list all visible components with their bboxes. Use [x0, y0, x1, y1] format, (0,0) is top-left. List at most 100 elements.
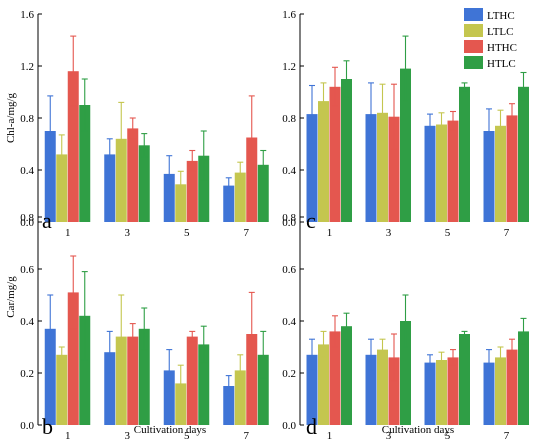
- x-tick-label: 5: [445, 430, 451, 440]
- bar-lthc: [104, 352, 116, 425]
- bar-htlc: [400, 68, 411, 222]
- bar-lthc: [163, 370, 175, 425]
- x-axis-title: Cultivation days: [134, 424, 206, 436]
- bar-htlc: [459, 334, 470, 425]
- bar-hthc: [67, 292, 79, 425]
- bar-htlc: [138, 328, 150, 425]
- bar-ltlc: [377, 112, 388, 222]
- y-tick-label: 1.6: [20, 9, 34, 21]
- bar-hthc: [329, 331, 341, 425]
- y-tick-label: 0.6: [282, 264, 296, 276]
- y-axis-title: Car/mg/g: [5, 276, 17, 318]
- bar-htlc: [257, 164, 269, 222]
- y-tick-label: 0.0: [20, 217, 34, 229]
- panel-b: 0.0 0.2 0.4 0.6 0.8 1 3 5 7 b Car/mg/g Cultivation …: [5, 212, 269, 442]
- bar-lthc: [424, 125, 436, 222]
- x-tick-label: 5: [184, 430, 190, 440]
- bar-lthc: [223, 185, 235, 222]
- bar-lthc: [44, 328, 56, 425]
- y-tick-label: 0.8: [20, 113, 34, 125]
- x-tick-label: 3: [125, 227, 131, 239]
- x-tick-label: 1: [65, 227, 71, 239]
- y-tick-label: 1.6: [282, 9, 296, 21]
- legend-swatch-htlc: [464, 56, 483, 69]
- bar-hthc: [506, 349, 518, 425]
- bar-hthc: [246, 137, 258, 222]
- legend-label-htlc: HTLC: [487, 58, 516, 70]
- legend: LTHC LTLC HTHC HTLC: [464, 8, 517, 70]
- y-tick-label: 0.6: [20, 264, 34, 276]
- panel-letter: a: [42, 208, 52, 233]
- panel-c: 0.0 0.4 0.8 1.2 1.6 1 3 5 7 c: [282, 9, 529, 239]
- bar-lthc: [104, 154, 116, 222]
- bar-htlc: [518, 86, 529, 222]
- bar-htlc: [341, 79, 352, 222]
- y-tick-label: 0.4: [282, 165, 296, 177]
- bar-htlc: [257, 354, 269, 425]
- bar-ltlc: [436, 360, 447, 425]
- panel-letter: d: [306, 414, 317, 439]
- bar-ltlc: [56, 354, 68, 425]
- bar-lthc: [483, 131, 495, 222]
- legend-label-ltlc: LTLC: [487, 26, 514, 38]
- bar-htlc: [79, 105, 91, 222]
- bar-hthc: [447, 120, 459, 222]
- bar-lthc: [306, 114, 318, 222]
- x-axis-title: Cultivation days: [382, 424, 454, 436]
- x-tick-label: 5: [445, 227, 451, 239]
- bar-hthc: [127, 128, 139, 222]
- bar-htlc: [138, 145, 150, 222]
- bar-lthc: [223, 386, 235, 425]
- bar-ltlc: [436, 124, 447, 222]
- bar-lthc: [483, 362, 495, 425]
- legend-swatch-lthc: [464, 8, 483, 21]
- y-tick-label: 0.2: [20, 368, 34, 380]
- bar-hthc: [447, 357, 459, 425]
- y-tick-label: 0.0: [282, 217, 296, 229]
- panel-a: 0.0 0.4 0.8 1.2 1.6 1 3 5 7 a Chl-a/mg/g: [5, 9, 269, 239]
- bar-ltlc: [115, 336, 127, 425]
- x-tick-label: 7: [504, 227, 510, 239]
- y-tick-label: 0.0: [282, 420, 296, 432]
- panel-letter: c: [306, 208, 316, 233]
- bar-ltlc: [495, 357, 506, 425]
- y-tick-label: 0.4: [20, 316, 34, 328]
- bar-hthc: [186, 160, 198, 222]
- x-tick-label: 7: [504, 430, 510, 440]
- legend-swatch-hthc: [464, 40, 483, 53]
- x-tick-label: 3: [386, 430, 392, 440]
- y-tick-label: 0.8: [20, 212, 34, 224]
- y-tick-label: 0.8: [282, 212, 296, 224]
- bar-hthc: [506, 115, 518, 222]
- x-tick-label: 1: [327, 430, 333, 440]
- y-tick-label: 0.2: [282, 368, 296, 380]
- bar-ltlc: [318, 101, 329, 222]
- y-tick-label: 1.2: [282, 61, 296, 73]
- bar-hthc: [388, 357, 400, 425]
- bar-ltlc: [234, 370, 246, 425]
- bar-htlc: [518, 331, 529, 425]
- y-tick-label: 1.2: [20, 61, 34, 73]
- bar-ltlc: [234, 172, 246, 222]
- bar-lthc: [365, 114, 377, 222]
- bar-lthc: [424, 362, 436, 425]
- y-tick-label: 0.4: [20, 165, 34, 177]
- bar-ltlc: [115, 138, 127, 222]
- x-tick-label: 5: [184, 227, 190, 239]
- x-tick-label: 3: [386, 227, 392, 239]
- y-tick-label: 0.4: [282, 316, 296, 328]
- x-tick-label: 7: [244, 430, 250, 440]
- bar-htlc: [400, 321, 411, 425]
- legend-label-hthc: HTHC: [487, 42, 517, 54]
- bar-htlc: [198, 344, 210, 425]
- bar-ltlc: [318, 344, 329, 425]
- bar-hthc: [388, 116, 400, 222]
- y-axis-title: Chl-a/mg/g: [5, 92, 17, 143]
- bar-lthc: [163, 173, 175, 222]
- bar-ltlc: [495, 125, 506, 222]
- x-tick-label: 3: [125, 430, 131, 440]
- bar-hthc: [186, 336, 198, 425]
- panel-letter: b: [42, 414, 53, 439]
